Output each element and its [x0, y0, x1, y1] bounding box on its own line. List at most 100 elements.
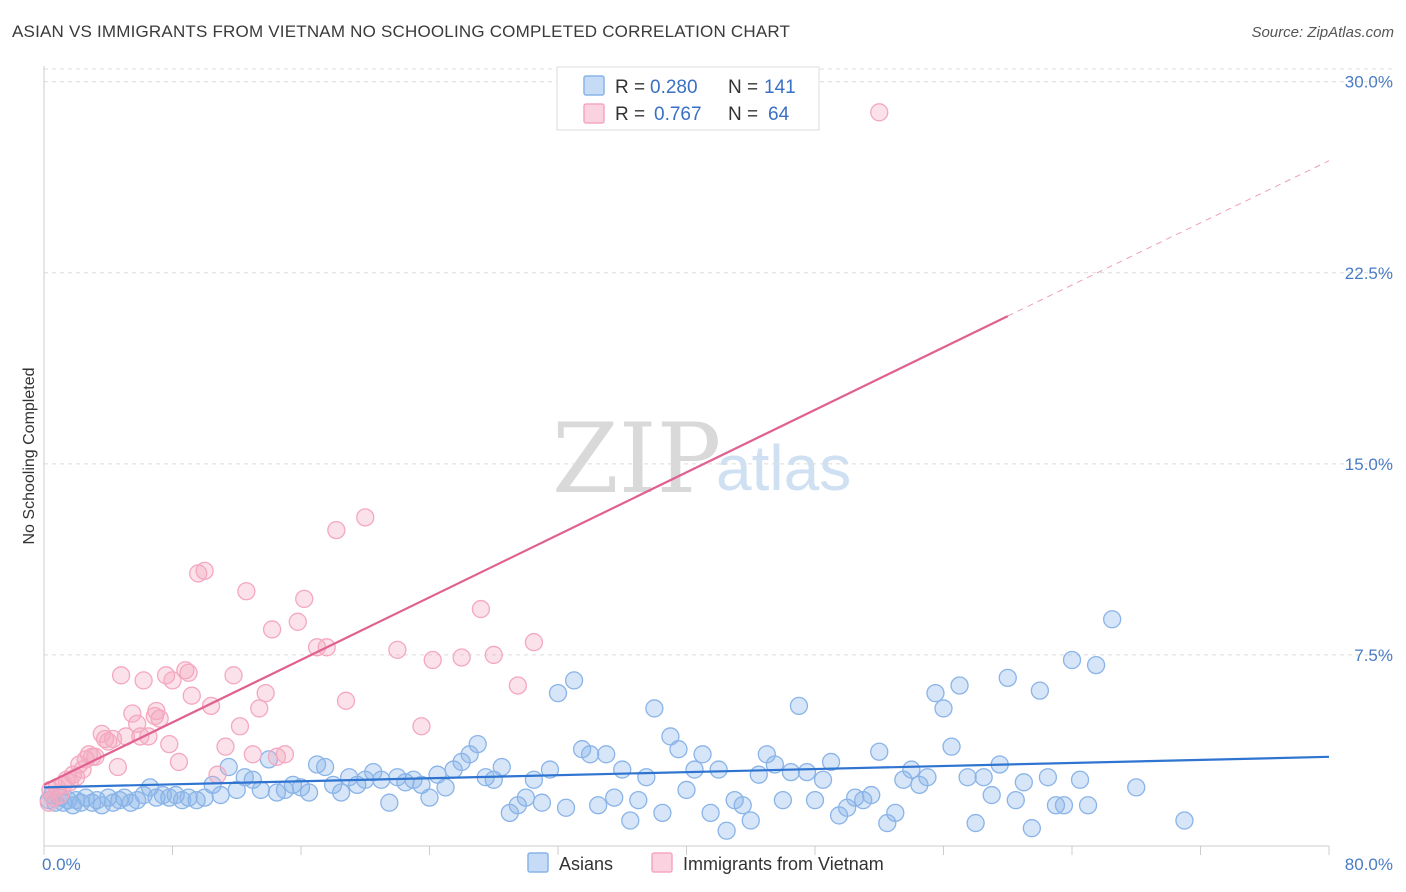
asians-point-130 — [1014, 773, 1033, 792]
asians-point-126 — [982, 785, 1001, 805]
vietnam-point-65 — [508, 676, 527, 695]
vietnam-point-52 — [288, 612, 307, 631]
legend-r-label-vietnam: R = — [615, 104, 645, 125]
bottom-legend-label-asians: Asians — [559, 854, 613, 874]
vietnam-point-60 — [412, 717, 431, 736]
vietnam-point-30 — [150, 709, 169, 728]
vietnam-point-47 — [250, 699, 269, 718]
legend-n-label-asians: N = — [728, 77, 758, 98]
asians-point-131 — [1022, 819, 1041, 838]
y-tick-label-0: 7.5% — [1354, 646, 1393, 665]
asians-point-124 — [966, 813, 985, 833]
vietnam-point-20 — [108, 757, 128, 777]
chart-title: ASIAN VS IMMIGRANTS FROM VIETNAM NO SCHO… — [12, 22, 791, 41]
vietnam-point-51 — [275, 745, 295, 764]
grid-lines — [44, 68, 1393, 656]
y-tick-label-3: 30.0% — [1345, 73, 1393, 92]
asians-point-15 — [110, 790, 129, 810]
asians-point-103 — [797, 762, 817, 782]
vietnam-point-56 — [327, 520, 346, 540]
asians-point-135 — [1054, 796, 1074, 815]
vietnam-point-62 — [452, 648, 471, 667]
asians-point-92 — [709, 760, 728, 779]
vietnam-point-26 — [134, 671, 153, 690]
asians-point-114 — [886, 803, 905, 823]
vietnam-point-44 — [230, 717, 250, 736]
asians-point-91 — [701, 803, 720, 823]
bottom-legend: Asians Immigrants from Vietnam — [527, 852, 884, 874]
asians-point-97 — [749, 765, 768, 784]
legend-n-value-vietnam: 64 — [768, 104, 790, 125]
asians-point-129 — [1006, 790, 1025, 810]
vietnam-point-36 — [179, 663, 198, 682]
asians-point-74 — [564, 671, 584, 690]
asians-points — [39, 610, 1194, 840]
legend-box: R = 0.280 N = 141 R = 0.767 N = 64 — [556, 66, 820, 131]
asians-point-45 — [332, 783, 351, 802]
asians-point-62 — [468, 734, 487, 754]
vietnam-point-67 — [870, 103, 889, 122]
asians-point-76 — [580, 745, 600, 764]
legend-r-label-asians: R = — [615, 77, 645, 98]
y-tick-label-1: 15.0% — [1345, 455, 1393, 474]
asians-point-138 — [1078, 796, 1098, 815]
asians-point-132 — [1030, 681, 1050, 700]
vietnam-point-42 — [216, 737, 235, 756]
vietnam-trend-line — [43, 315, 1009, 786]
asians-point-83 — [637, 768, 656, 787]
asians-point-137 — [1070, 770, 1090, 789]
asians-point-104 — [805, 790, 825, 810]
vietnam-point-32 — [160, 734, 179, 754]
vietnam-point-23 — [123, 704, 142, 723]
asians-point-51 — [380, 793, 399, 812]
asians-point-84 — [645, 699, 664, 718]
asians-point-93 — [717, 821, 736, 840]
asians-point-112 — [870, 742, 889, 761]
axes — [43, 66, 1330, 855]
x-tick-label-min: 0.0% — [42, 855, 81, 874]
asians-point-43 — [315, 757, 335, 777]
y-tick-label-2: 22.5% — [1345, 264, 1393, 283]
vietnam-point-33 — [163, 671, 182, 690]
asians-point-128 — [998, 668, 1017, 688]
asians-point-68 — [516, 788, 536, 807]
asians-point-95 — [733, 796, 752, 815]
y-tick-labels: 7.5% 15.0% 22.5% 30.0% — [1345, 73, 1393, 665]
asians-trend-line — [43, 755, 1330, 789]
x-tick-label-max: 80.0% — [1345, 855, 1393, 874]
asians-point-58 — [436, 778, 455, 797]
legend-r-value-asians: 0.280 — [650, 77, 698, 98]
asians-point-88 — [677, 780, 696, 800]
vietnam-point-45 — [237, 582, 256, 601]
asians-point-133 — [1038, 768, 1058, 787]
asians-point-56 — [420, 788, 439, 807]
asians-point-87 — [669, 740, 688, 759]
legend-swatch-asians — [583, 75, 605, 96]
legend-n-label-vietnam: N = — [728, 104, 758, 125]
asians-point-30 — [211, 785, 230, 805]
vietnam-point-59 — [388, 640, 407, 659]
asians-point-100 — [773, 790, 793, 810]
asians-point-72 — [548, 683, 568, 703]
asians-point-89 — [685, 760, 704, 779]
vietnam-point-35 — [176, 661, 195, 680]
asians-point-125 — [974, 768, 993, 787]
vietnam-point-21 — [111, 666, 131, 685]
asians-point-119 — [926, 683, 945, 703]
bottom-legend-label-vietnam: Immigrants from Vietnam — [683, 854, 884, 874]
asians-point-80 — [613, 760, 632, 779]
asians-point-79 — [605, 788, 624, 807]
vietnam-point-43 — [224, 666, 243, 685]
vietnam-point-18 — [99, 732, 118, 751]
source-credit: Source: ZipAtlas.com — [1251, 24, 1394, 41]
trend-lines — [43, 160, 1330, 789]
vietnam-trend-extension — [1007, 160, 1330, 317]
vietnam-point-63 — [471, 599, 491, 619]
watermark-atlas: atlas — [716, 432, 851, 504]
vietnam-point-61 — [423, 650, 442, 670]
asians-point-65 — [492, 757, 511, 777]
vietnam-point-34 — [169, 752, 189, 772]
legend-n-value-asians: 141 — [764, 77, 796, 98]
asians-point-139 — [1086, 655, 1106, 675]
